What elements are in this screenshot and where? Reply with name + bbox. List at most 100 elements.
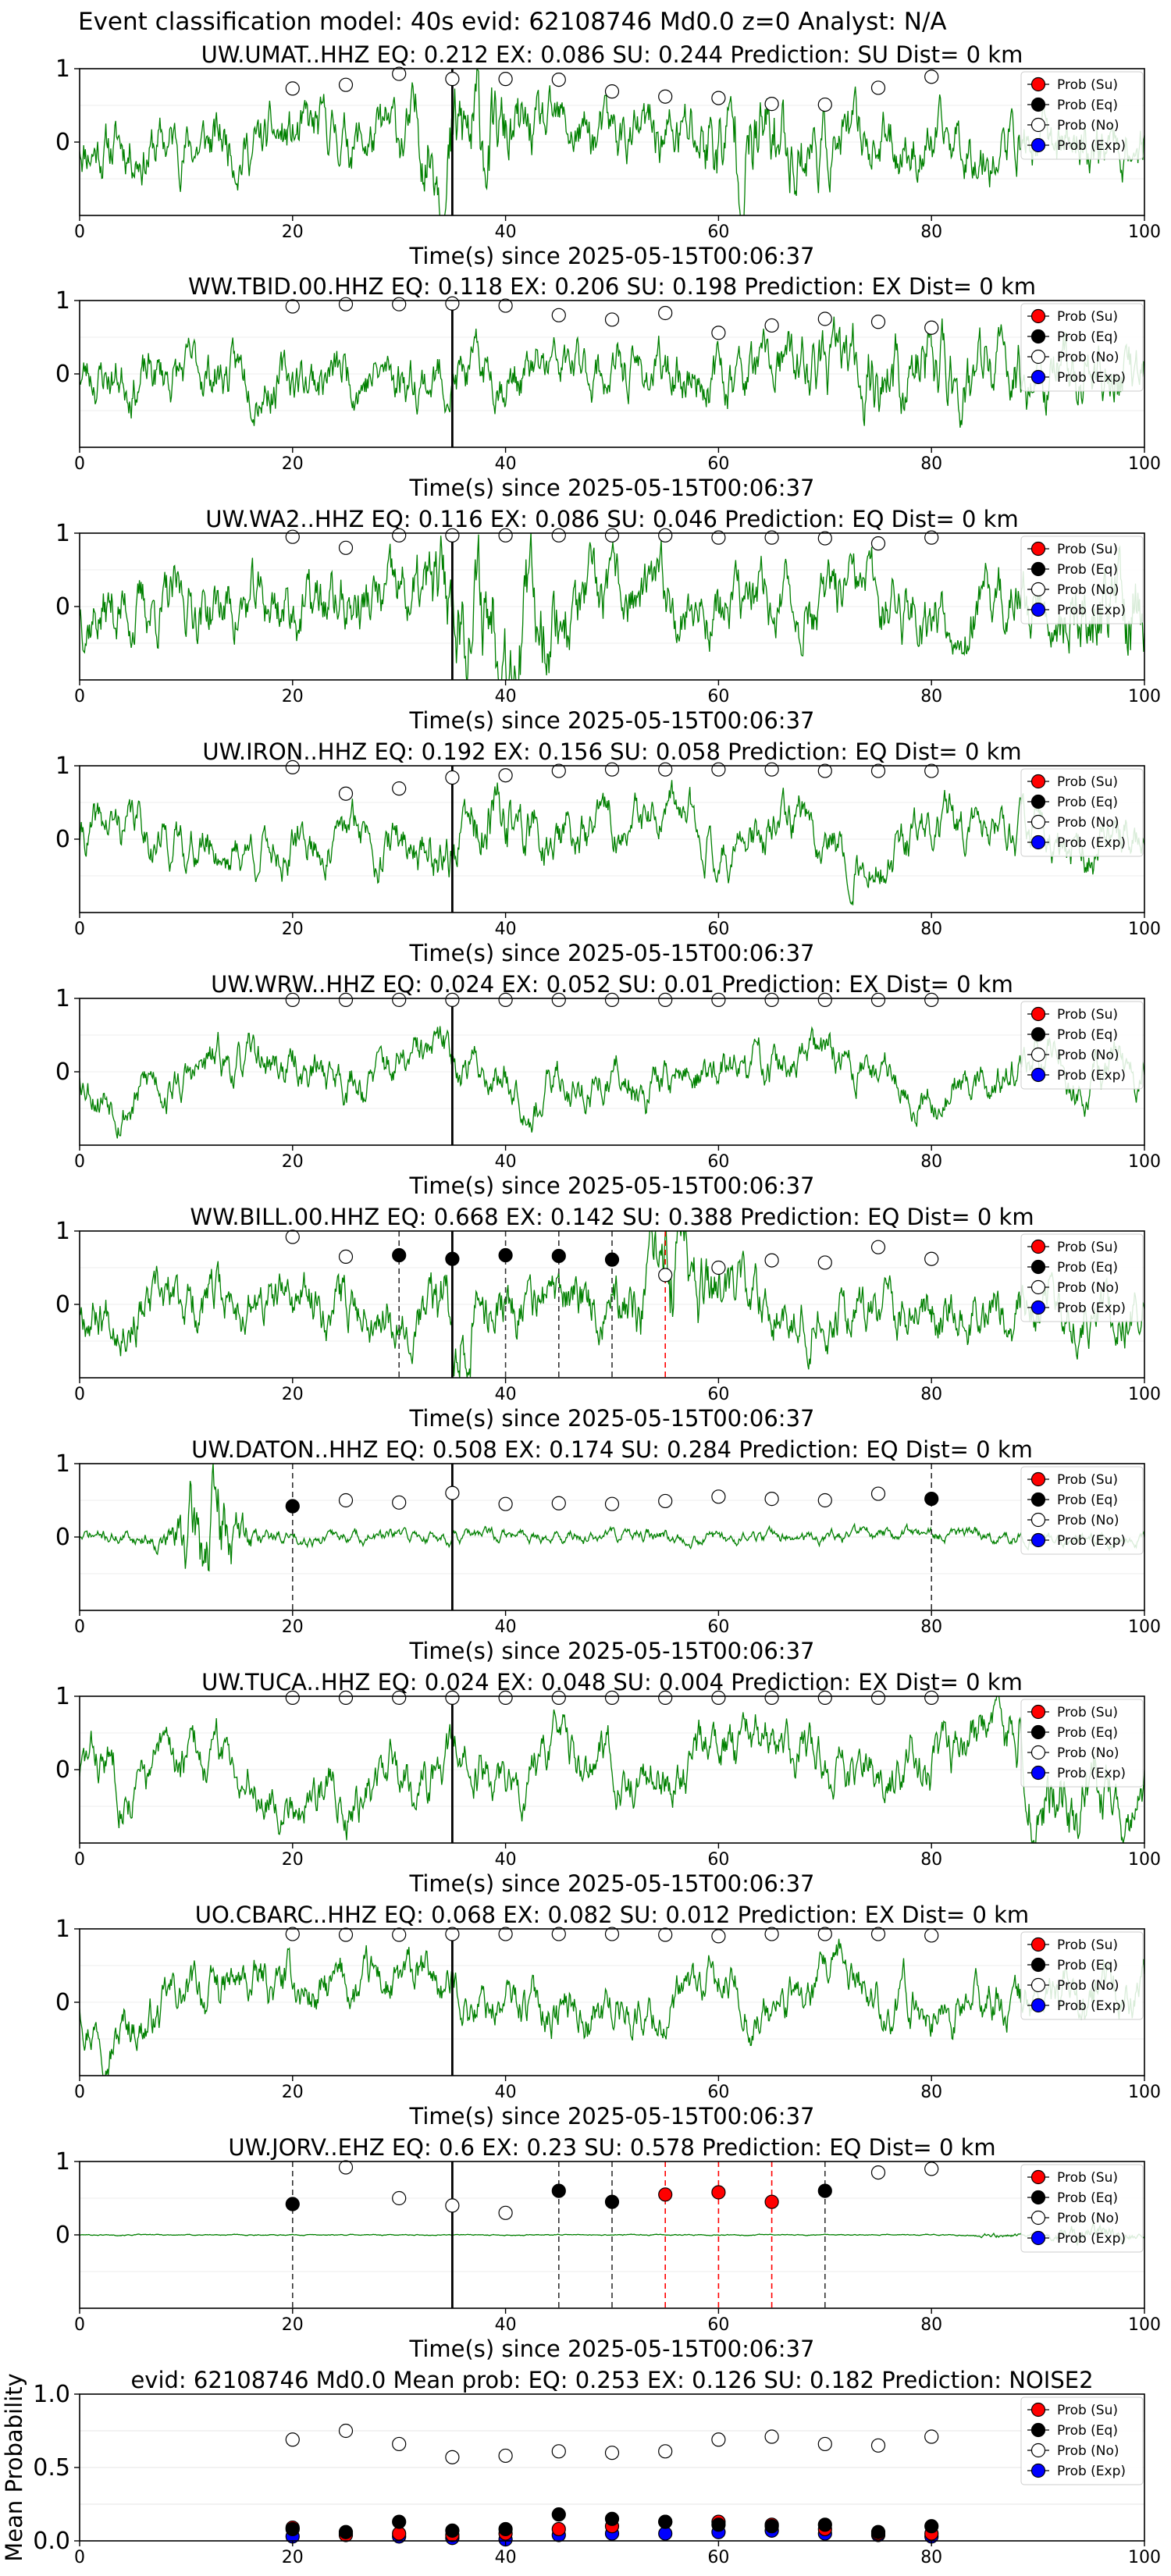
legend-label: Prob (Su) [1057,2170,1118,2186]
x-tick-label: 100 [1128,2315,1161,2335]
prob-no-marker [285,760,300,774]
legend-marker [1030,1937,1046,1952]
prob-no-marker [658,762,673,777]
legend-box [1020,303,1144,392]
prob-no-marker [711,1260,726,1276]
x-tick-label: 0 [74,1850,85,1870]
x-tick-label: 100 [1128,454,1161,474]
legend-marker [1030,1957,1046,1973]
x-tick-label: 0 [74,920,85,939]
prob-eq-marker [924,1492,939,1507]
prob-su-marker [711,2185,726,2200]
legend-box [1020,71,1144,160]
prob-no-marker [498,298,513,313]
legend-label: Prob (No) [1057,582,1119,598]
prob-no-marker [817,1493,832,1508]
legend-label: Prob (Exp) [1057,2464,1126,2479]
prob-no-marker [764,1690,779,1705]
waveform-trace [80,2222,1144,2246]
x-tick-label: 60 [707,2315,729,2335]
prob-no-marker [285,529,300,544]
waveform-trace [80,533,1144,680]
legend-marker [1030,1026,1046,1042]
y-tick-label: 0 [55,129,70,156]
x-tick-label: 100 [1128,1152,1161,1172]
legend-marker [1030,137,1046,153]
prob-no-marker [817,2436,832,2452]
x-tick-label: 100 [1128,2083,1161,2102]
y-tick-label: 0 [55,2222,70,2249]
prob-no-marker [338,786,354,801]
panel-6: UW.DATON..HHZ EQ: 0.508 EX: 0.174 SU: 0.… [55,1436,1161,1664]
prob-eq-marker [924,2519,939,2534]
x-tick-label: 80 [920,2315,942,2335]
prob-eq-marker [711,2517,726,2532]
prob-no-marker [338,992,354,1007]
legend-marker [1030,2169,1046,2185]
prob-eq-marker [392,1247,407,1263]
y-tick-label: 1 [55,1683,70,1710]
legend-label: Prob (Su) [1057,1472,1118,1488]
x-tick-label: 100 [1128,1617,1161,1637]
y-tick-label: 1 [55,1916,70,1943]
legend-marker [1030,1239,1046,1254]
prob-no-marker [338,2423,354,2439]
legend-marker [1030,1300,1046,1315]
legend-label: Prob (Eq) [1057,1260,1118,1276]
prob-eq-marker [498,2521,513,2537]
prob-no-marker [338,297,354,311]
prob-no-marker [285,992,300,1007]
prob-eq-marker [445,2523,460,2538]
legend-marker [1030,1998,1046,2013]
prob-no-marker [924,320,939,335]
prob-no-marker [764,762,779,777]
legend-marker [1030,1745,1046,1760]
prob-eq-marker [817,2183,832,2198]
waveform-trace [80,780,1144,906]
panel-title: WW.TBID.00.HHZ EQ: 0.118 EX: 0.206 SU: 0… [188,273,1036,300]
y-tick-label: 0 [55,1059,70,1086]
legend-marker [1030,2402,1046,2418]
prob-no-marker [764,1927,779,1941]
legend-marker [1030,2422,1046,2438]
y-tick-label: 1 [55,985,70,1012]
prob-no-marker [551,1496,566,1510]
waveform-trace [80,1026,1144,1139]
legend-label: Prob (Su) [1057,1705,1118,1720]
y-tick-label: 0.0 [33,2528,70,2555]
prob-eq-marker [604,2194,620,2209]
waveform-trace [80,69,1144,215]
y-tick-label: 1 [55,1218,70,1245]
y-axis-label: Mean Probability [1,2373,27,2562]
prob-no-marker [764,2429,779,2444]
prob-no-marker [870,1240,886,1254]
legend-marker [1030,2190,1046,2205]
x-tick-label: 20 [282,2083,304,2102]
prob-eq-marker [817,2517,832,2532]
prob-no-marker [392,297,407,311]
legend-label: Prob (Exp) [1057,2231,1126,2247]
prob-no-marker [924,1928,939,1943]
legend-marker [1030,541,1046,557]
panel-title: UW.DATON..HHZ EQ: 0.508 EX: 0.174 SU: 0.… [191,1436,1033,1463]
legend-marker [1030,794,1046,809]
x-axis-label: Time(s) since 2025-05-15T00:06:37 [409,1405,815,1432]
prob-no-marker [338,1493,354,1508]
panel-4: UW.WRW..HHZ EQ: 0.024 EX: 0.052 SU: 0.01… [55,971,1161,1199]
prob-no-marker [870,763,886,778]
prob-no-marker [392,2190,407,2206]
prob-no-marker [870,1690,886,1705]
prob-su-marker [551,2521,566,2537]
prob-no-marker [711,992,726,1007]
prob-no-marker [658,89,673,104]
x-tick-label: 40 [495,222,517,242]
legend-label: Prob (Eq) [1057,2190,1118,2206]
prob-no-marker [445,992,460,1007]
x-tick-label: 0 [74,687,85,706]
waveform-trace [80,1464,1144,1572]
prob-no-marker [764,1253,779,1268]
x-tick-label: 60 [707,687,729,706]
x-tick-label: 60 [707,1385,729,1404]
legend-marker [1030,308,1046,324]
